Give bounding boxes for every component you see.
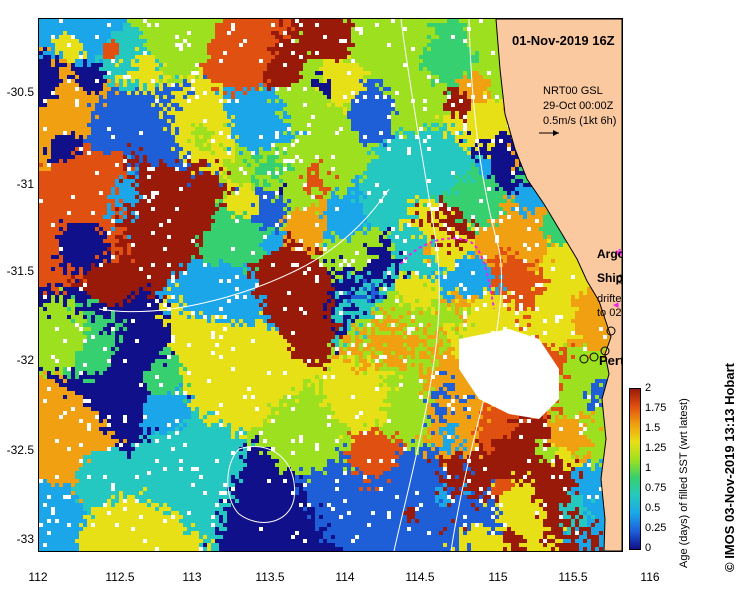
sst-map[interactable]: ✱ ◂ 01-Nov-2019 16Z 200m 1000m NRT00 GSL… — [38, 18, 623, 552]
drifter-track — [400, 237, 495, 310]
contour-offshore-1 — [98, 188, 390, 313]
colorbar — [629, 388, 641, 550]
lat-tick-label: -33 — [16, 532, 34, 546]
legend-drifters-line1: drifters@6h — [597, 293, 622, 305]
lon-tick-label: 115.5 — [558, 570, 588, 584]
contour-1000m — [393, 19, 440, 551]
drifter-icon: ◂ — [613, 298, 619, 311]
colorbar-tick: 1.75 — [645, 402, 667, 414]
current-product: NRT00 GSL — [543, 85, 603, 97]
legend-ship-label: Ship — [597, 271, 623, 285]
current-time: 29-Oct 00:00Z — [543, 100, 614, 112]
lon-tick-label: 112.5 — [105, 570, 135, 584]
colorbar-tick: 1.25 — [645, 442, 667, 454]
lon-tick-label: 114 — [335, 570, 355, 584]
legend-argo-label: Argo — [597, 247, 623, 261]
lon-tick-label: 114.5 — [405, 570, 435, 584]
ship-icon — [616, 274, 622, 284]
colorbar-tick: 0.5 — [645, 502, 661, 514]
colorbar-tick: 2 — [645, 382, 652, 394]
lon-tick-label: 116 — [640, 570, 660, 584]
place-label-perth: Perth — [599, 353, 622, 368]
lat-tick-label: -32 — [16, 353, 34, 367]
ship-marker — [579, 354, 589, 364]
ship-marker — [600, 346, 610, 356]
ship-marker — [606, 326, 616, 336]
argo-icon: ✱ — [615, 247, 622, 260]
lat-tick-label: -30.5 — [6, 85, 34, 99]
lat-tick-label: -31.5 — [6, 264, 34, 278]
colorbar-tick: 1.5 — [645, 422, 661, 434]
legend-drifters-line2: to 02/11 12Z — [597, 307, 622, 319]
lon-tick-label: 115 — [488, 570, 508, 584]
contour-200m — [450, 19, 502, 551]
lon-tick-label: 113 — [182, 570, 202, 584]
credit-text: © IMOS 03-Nov-2019 13:13 Hobart — [722, 363, 737, 572]
current-scale: 0.5m/s (1kt 6h) — [543, 115, 617, 127]
shelf-nodata — [459, 329, 559, 419]
contour-offshore-2 — [227, 445, 296, 523]
lon-tick-label: 112 — [28, 570, 48, 584]
colorbar-title: Age (days) of filled SST (wrt latest) — [678, 398, 690, 568]
lon-tick-label: 113.5 — [255, 570, 285, 584]
colorbar-tick: 0.75 — [645, 482, 667, 494]
lat-tick-label: -32.5 — [6, 443, 34, 457]
map-date-title: 01-Nov-2019 16Z — [512, 33, 615, 48]
colorbar-tick: 1 — [645, 462, 652, 474]
colorbar-tick: 0.25 — [645, 522, 667, 534]
land-mass — [495, 19, 622, 551]
colorbar-tick: 0 — [645, 542, 652, 554]
ship-marker — [589, 352, 599, 362]
map-overlay: ✱ ◂ — [98, 19, 622, 551]
lat-tick-label: -31 — [16, 177, 34, 191]
